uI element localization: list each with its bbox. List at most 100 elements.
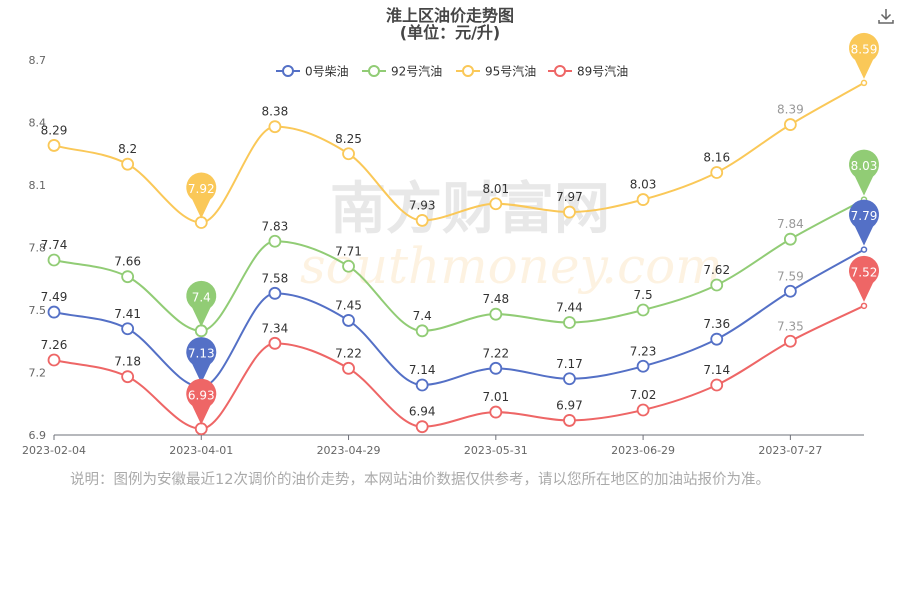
pin-label: 7.52 — [851, 265, 878, 279]
data-label: 8.2 — [118, 142, 137, 156]
data-point — [47, 253, 61, 267]
pin-label: 8.03 — [851, 159, 878, 173]
y-tick-label: 8.4 — [29, 117, 47, 130]
data-point — [489, 361, 503, 375]
data-label: 7.22 — [482, 346, 509, 360]
pin-shape — [849, 149, 879, 196]
data-label: 8.01 — [482, 182, 509, 196]
data-label: 8.39 — [777, 103, 804, 117]
legend-item[interactable]: 89号汽油 — [548, 64, 628, 79]
y-tick-label: 7.5 — [29, 304, 47, 317]
data-label: 7.49 — [41, 290, 68, 304]
pin-marker: 7.13 — [186, 337, 217, 384]
data-point — [860, 246, 868, 253]
data-point — [415, 324, 429, 338]
pin-label: 7.13 — [188, 347, 215, 361]
pin-marker: 7.4 — [186, 280, 217, 327]
data-point — [47, 139, 61, 152]
data-label: 7.34 — [262, 321, 289, 335]
data-label: 8.03 — [630, 178, 657, 192]
data-point — [710, 166, 724, 179]
pin-label: 6.93 — [188, 388, 215, 402]
data-label: 7.97 — [556, 190, 583, 204]
legend-item[interactable]: 0号柴油 — [276, 65, 349, 79]
download-icon[interactable] — [876, 6, 896, 26]
pin-shape — [186, 337, 217, 384]
data-point — [489, 307, 503, 321]
pin-label: 7.4 — [192, 290, 211, 304]
legend-item[interactable]: 92号汽油 — [362, 64, 442, 79]
pin-shape — [849, 255, 880, 302]
pin-marker: 7.79 — [849, 199, 879, 246]
pin-marker: 6.93 — [186, 378, 217, 425]
pin-marker: 7.92 — [186, 172, 217, 219]
data-label: 7.17 — [556, 357, 583, 371]
legend-item[interactable]: 95号汽油 — [456, 64, 536, 79]
data-point — [860, 79, 868, 87]
pin-label: 8.59 — [851, 42, 878, 56]
data-point — [121, 370, 135, 384]
pin-marker: 8.59 — [849, 32, 880, 79]
data-point — [710, 332, 724, 346]
data-label: 7.62 — [703, 263, 730, 277]
data-label: 7.02 — [630, 388, 657, 402]
data-label: 7.59 — [777, 269, 804, 283]
data-label: 7.48 — [482, 292, 509, 306]
y-tick-label: 7.2 — [29, 367, 47, 380]
data-point — [268, 336, 282, 350]
legend-symbol — [462, 65, 474, 77]
y-tick-label: 8.1 — [29, 179, 47, 192]
data-point — [194, 422, 208, 436]
data-point — [563, 316, 576, 329]
legend-symbol — [282, 65, 294, 77]
data-point — [489, 197, 503, 211]
data-label: 7.41 — [114, 307, 141, 321]
data-label: 7.18 — [114, 355, 141, 369]
data-point — [563, 205, 576, 219]
legend-label: 89号汽油 — [577, 64, 628, 79]
x-tick-label: 2023-04-01 — [169, 444, 233, 457]
data-label: 8.16 — [703, 151, 730, 165]
data-label: 8.38 — [262, 105, 289, 119]
data-point — [268, 286, 282, 300]
data-label: 8.29 — [41, 123, 68, 137]
data-point — [121, 157, 135, 171]
series-line — [53, 198, 865, 332]
y-tick-label: 6.9 — [29, 429, 47, 442]
x-tick-label: 2023-07-27 — [758, 444, 822, 457]
pin-shape — [849, 199, 879, 246]
data-point — [783, 118, 797, 131]
data-point — [415, 420, 429, 434]
data-point — [710, 378, 724, 392]
data-label: 7.45 — [335, 298, 362, 312]
data-point — [415, 214, 429, 227]
data-label: 7.23 — [630, 344, 657, 358]
data-label: 8.25 — [335, 132, 362, 146]
data-point — [636, 303, 650, 317]
data-label: 7.44 — [556, 301, 583, 315]
data-point — [636, 359, 650, 373]
data-point — [860, 302, 868, 310]
data-point — [47, 353, 61, 367]
pin-shape — [186, 280, 217, 327]
series-line — [53, 82, 865, 224]
data-label: 6.94 — [409, 405, 436, 419]
x-tick-label: 2023-02-04 — [22, 444, 86, 457]
data-label: 7.14 — [703, 363, 730, 377]
data-label: 7.71 — [335, 244, 362, 258]
data-point — [415, 378, 429, 392]
pin-marker: 8.03 — [849, 149, 879, 196]
data-label: 7.01 — [482, 390, 509, 404]
pin-label: 7.92 — [188, 182, 215, 196]
data-label: 7.66 — [114, 255, 141, 269]
data-point — [563, 414, 576, 427]
data-point — [783, 334, 797, 348]
data-point — [342, 147, 355, 161]
watermark-en: southmoney.com — [300, 237, 723, 295]
data-point — [121, 270, 135, 284]
y-tick-label: 7.8 — [29, 242, 47, 255]
data-label: 7.26 — [41, 338, 68, 352]
legend-label: 95号汽油 — [485, 64, 536, 79]
data-point — [47, 305, 61, 319]
chart-note: 说明：图例为安徽最近12次调价的油价走势，本网站油价数据仅供参考，请以您所在地区… — [70, 472, 770, 488]
